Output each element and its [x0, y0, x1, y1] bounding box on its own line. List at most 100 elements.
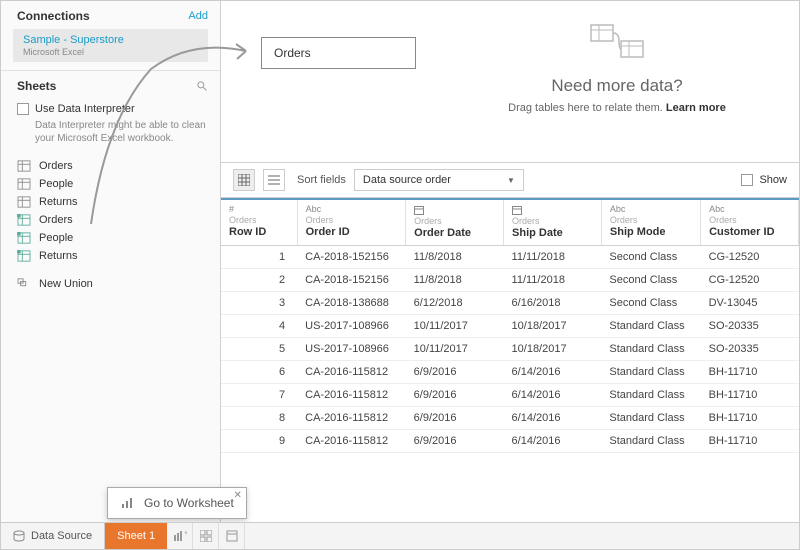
sort-fields-value: Data source order [363, 174, 451, 186]
sheet-item[interactable]: Returns [1, 193, 220, 211]
canvas-table[interactable]: Orders [261, 37, 416, 69]
table-cell: 8 [221, 406, 297, 429]
grid-icon [238, 174, 250, 186]
table-row[interactable]: 5US-2017-10896610/11/201710/18/2017Stand… [221, 337, 799, 360]
go-to-worksheet-tooltip: ✕ Go to Worksheet [107, 487, 247, 519]
sheet-item[interactable]: People [1, 175, 220, 193]
canvas[interactable]: Orders Need more data? Drag tables here … [221, 1, 799, 163]
table-row[interactable]: 8CA-2016-1158126/9/20166/14/2016Standard… [221, 406, 799, 429]
table-cell: 10/11/2017 [406, 314, 504, 337]
sheet-item[interactable]: People [1, 229, 220, 247]
search-icon[interactable] [196, 80, 208, 92]
list-icon [268, 174, 280, 186]
table-row[interactable]: 9CA-2016-1158126/9/20166/14/2016Standard… [221, 429, 799, 452]
column-header[interactable]: AbcOrdersOrder ID [297, 199, 406, 245]
learn-more-link[interactable]: Learn more [666, 102, 726, 114]
new-worksheet-button[interactable]: + [167, 523, 193, 549]
table-cell: CA-2018-152156 [297, 245, 406, 268]
connection-item[interactable]: Sample - Superstore Microsoft Excel [13, 29, 208, 62]
table-row[interactable]: 1CA-2018-15215611/8/201811/11/2018Second… [221, 245, 799, 268]
table-cell: Standard Class [601, 337, 700, 360]
sidebar: Connections Add Sample - Superstore Micr… [1, 1, 221, 523]
new-dashboard-button[interactable] [193, 523, 219, 549]
table-cell: SO-20335 [701, 314, 799, 337]
new-union-label: New Union [39, 278, 93, 290]
union-icon [17, 278, 31, 290]
need-more-subtitle: Drag tables here to relate them. Learn m… [467, 102, 767, 114]
data-source-tab[interactable]: Data Source [1, 523, 105, 549]
table-cell: 2 [221, 268, 297, 291]
table-cell: 11/11/2018 [504, 268, 602, 291]
table-cell: CG-12520 [701, 245, 799, 268]
table-cell: Standard Class [601, 314, 700, 337]
relationship-diagram-icon [587, 21, 647, 61]
svg-text:+: + [184, 530, 187, 537]
sort-fields-dropdown[interactable]: Data source order ▼ [354, 169, 524, 191]
table-cell: Second Class [601, 291, 700, 314]
column-header[interactable]: OrdersOrder Date [406, 199, 504, 245]
table-cell: CA-2018-138688 [297, 291, 406, 314]
table-cell: CA-2016-115812 [297, 429, 406, 452]
table-row[interactable]: 6CA-2016-1158126/9/20166/14/2016Standard… [221, 360, 799, 383]
table-cell: 11/11/2018 [504, 245, 602, 268]
table-cell: Standard Class [601, 406, 700, 429]
worksheet-icon [120, 496, 136, 510]
data-grid: #OrdersRow IDAbcOrdersOrder IDOrdersOrde… [221, 198, 799, 523]
new-union-item[interactable]: New Union [1, 275, 220, 293]
show-aliases-checkbox[interactable] [741, 174, 753, 186]
table-cell: 6/12/2018 [406, 291, 504, 314]
column-header[interactable]: OrdersShip Date [504, 199, 602, 245]
table-cell: 9 [221, 429, 297, 452]
column-header[interactable]: #OrdersRow ID [221, 199, 297, 245]
main: Orders Need more data? Drag tables here … [221, 1, 799, 523]
sheet-item[interactable]: Orders [1, 157, 220, 175]
table-cell: 10/11/2017 [406, 337, 504, 360]
connection-type: Microsoft Excel [23, 47, 198, 57]
table-row[interactable]: 3CA-2018-1386886/12/20186/16/2018Second … [221, 291, 799, 314]
data-interpreter-checkbox[interactable] [17, 103, 29, 115]
column-header[interactable]: AbcOrdersShip Mode [601, 199, 700, 245]
table-row[interactable]: 7CA-2016-1158126/9/20166/14/2016Standard… [221, 383, 799, 406]
add-connection-link[interactable]: Add [188, 10, 208, 22]
need-more-panel: Need more data? Drag tables here to rela… [467, 21, 767, 114]
sheet-item-label: Orders [39, 160, 73, 172]
table-row[interactable]: 2CA-2018-15215611/8/201811/11/2018Second… [221, 268, 799, 291]
table-cell: CA-2016-115812 [297, 406, 406, 429]
table-cell: 6/9/2016 [406, 406, 504, 429]
connections-header: Connections Add [1, 1, 220, 29]
table-cell: 6/9/2016 [406, 429, 504, 452]
table-cell: 6/16/2018 [504, 291, 602, 314]
table-cell: Standard Class [601, 360, 700, 383]
chevron-down-icon: ▼ [507, 176, 515, 185]
table-row[interactable]: 4US-2017-10896610/11/201710/18/2017Stand… [221, 314, 799, 337]
table-cell: 3 [221, 291, 297, 314]
table-cell: 6/9/2016 [406, 360, 504, 383]
data-interpreter-label: Use Data Interpreter [35, 103, 135, 115]
table-cell: 4 [221, 314, 297, 337]
sheet1-tab[interactable]: Sheet 1 [105, 523, 167, 549]
new-story-button[interactable] [219, 523, 245, 549]
table-cell: 5 [221, 337, 297, 360]
sheet1-label: Sheet 1 [117, 530, 155, 542]
table-cell: 6 [221, 360, 297, 383]
list-view-button[interactable] [263, 169, 285, 191]
need-more-title: Need more data? [467, 76, 767, 96]
sheets-header: Sheets [1, 70, 220, 99]
data-source-label: Data Source [31, 530, 92, 542]
close-icon[interactable]: ✕ [233, 490, 241, 501]
table-cell: 11/8/2018 [406, 245, 504, 268]
column-header[interactable]: AbcOrdersCustomer ID [701, 199, 799, 245]
grid-view-button[interactable] [233, 169, 255, 191]
table-cell: Second Class [601, 245, 700, 268]
connections-label: Connections [17, 9, 90, 23]
table-cell: CA-2018-152156 [297, 268, 406, 291]
sheet-item[interactable]: Orders [1, 211, 220, 229]
sheet-item-label: People [39, 178, 73, 190]
table-cell: CG-12520 [701, 268, 799, 291]
sheet-item-label: Returns [39, 250, 78, 262]
sheet-item-label: People [39, 232, 73, 244]
table-cell: 7 [221, 383, 297, 406]
table-cell: Standard Class [601, 429, 700, 452]
sheet-item[interactable]: Returns [1, 247, 220, 265]
table-cell: 6/14/2016 [504, 406, 602, 429]
